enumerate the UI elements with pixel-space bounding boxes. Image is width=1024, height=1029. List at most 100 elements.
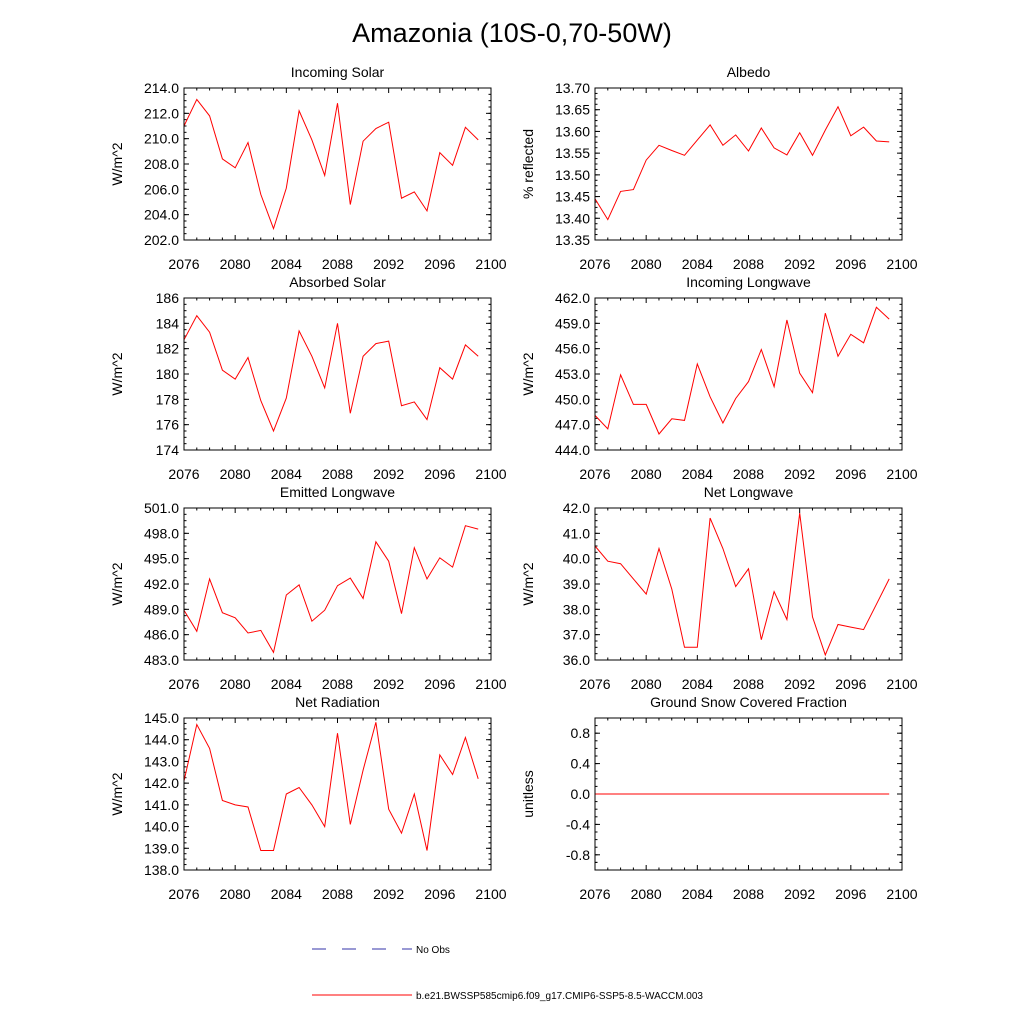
x-tick-label: 2080 xyxy=(220,466,251,482)
y-tick-label: 13.70 xyxy=(555,80,590,96)
panel-title: Incoming Longwave xyxy=(686,274,811,290)
y-tick-label: 13.55 xyxy=(555,145,590,161)
legend-model-label: b.e21.BWSSP585cmip6.f09_g17.CMIP6-SSP5-8… xyxy=(416,991,703,1002)
y-tick-label: 184 xyxy=(156,315,180,331)
y-axis-label: W/m^2 xyxy=(520,352,536,395)
x-tick-label: 2088 xyxy=(322,256,353,272)
y-tick-label: 453.0 xyxy=(555,366,590,382)
x-tick-label: 2096 xyxy=(835,466,866,482)
x-tick-label: 2096 xyxy=(424,466,455,482)
y-tick-label: 483.0 xyxy=(144,652,179,668)
y-tick-label: 38.0 xyxy=(563,601,590,617)
x-tick-label: 2084 xyxy=(271,466,302,482)
y-tick-label: 140.0 xyxy=(144,819,179,835)
y-tick-label: 208.0 xyxy=(144,156,179,172)
y-tick-label: 492.0 xyxy=(144,576,179,592)
x-tick-label: 2092 xyxy=(784,886,815,902)
x-tick-label: 2100 xyxy=(886,676,917,692)
plot-frame xyxy=(183,87,492,241)
x-tick-label: 2080 xyxy=(631,466,662,482)
x-tick-label: 2080 xyxy=(631,256,662,272)
y-tick-label: 143.0 xyxy=(144,753,179,769)
y-tick-label: 13.65 xyxy=(555,102,590,118)
x-tick-label: 2092 xyxy=(373,886,404,902)
y-tick-label: 142.0 xyxy=(144,775,179,791)
x-tick-label: 2080 xyxy=(631,676,662,692)
x-tick-label: 2096 xyxy=(835,886,866,902)
x-tick-label: 2096 xyxy=(424,676,455,692)
x-tick-label: 2088 xyxy=(322,886,353,902)
y-tick-label: 13.40 xyxy=(555,210,590,226)
panel-title: Albedo xyxy=(727,64,771,80)
series-line xyxy=(183,314,479,433)
series-line xyxy=(594,513,890,657)
chart-panel: Net Longwave W/m^2 2076 2080 2084 2088 2092 209… xyxy=(520,484,918,692)
x-tick-label: 2100 xyxy=(886,256,917,272)
x-tick-label: 2096 xyxy=(835,676,866,692)
x-tick-label: 2096 xyxy=(424,256,455,272)
x-tick-label: 2092 xyxy=(373,676,404,692)
x-tick-label: 2084 xyxy=(271,676,302,692)
x-tick-label: 2092 xyxy=(784,466,815,482)
y-tick-label: 13.50 xyxy=(555,167,590,183)
x-tick-label: 2088 xyxy=(733,256,764,272)
chart-panel: Albedo % reflected 2076 2080 2084 2088 2092 209… xyxy=(520,64,918,272)
panel-title: Absorbed Solar xyxy=(289,274,386,290)
y-tick-label: 40.0 xyxy=(563,551,590,567)
x-tick-label: 2088 xyxy=(733,466,764,482)
x-tick-label: 2076 xyxy=(579,256,610,272)
x-tick-label: 2092 xyxy=(784,256,815,272)
x-tick-label: 2076 xyxy=(168,886,199,902)
x-tick-label: 2080 xyxy=(220,676,251,692)
y-axis-label: % reflected xyxy=(520,129,536,199)
chart-panel: Emitted Longwave W/m^2 2076 2080 2084 2088 209… xyxy=(109,484,507,692)
series-line xyxy=(183,98,479,231)
y-tick-label: 138.0 xyxy=(144,862,179,878)
y-tick-label: 498.0 xyxy=(144,525,179,541)
y-tick-label: 176 xyxy=(156,417,180,433)
plot-frame xyxy=(594,87,903,241)
panel-title: Emitted Longwave xyxy=(280,484,395,500)
x-tick-label: 2088 xyxy=(733,886,764,902)
y-tick-label: 36.0 xyxy=(563,652,590,668)
x-tick-label: 2076 xyxy=(579,886,610,902)
x-tick-label: 2088 xyxy=(322,466,353,482)
x-tick-label: 2100 xyxy=(475,676,506,692)
y-tick-label: -0.4 xyxy=(566,816,590,832)
x-tick-label: 2080 xyxy=(220,256,251,272)
x-tick-label: 2100 xyxy=(886,886,917,902)
y-tick-label: 212.0 xyxy=(144,105,179,121)
x-tick-label: 2100 xyxy=(475,256,506,272)
x-tick-label: 2084 xyxy=(682,676,713,692)
x-tick-label: 2100 xyxy=(475,466,506,482)
panel-title: Ground Snow Covered Fraction xyxy=(650,694,847,710)
y-tick-label: 182 xyxy=(156,341,180,357)
y-tick-label: 139.0 xyxy=(144,840,179,856)
y-tick-label: 489.0 xyxy=(144,601,179,617)
chart-panel: Absorbed Solar W/m^2 2076 2080 2084 2088 2092 2… xyxy=(109,274,507,482)
x-tick-label: 2076 xyxy=(579,466,610,482)
chart-panel: Ground Snow Covered Fraction unitless 2076… xyxy=(520,694,918,902)
y-axis-label: unitless xyxy=(520,770,536,817)
x-tick-label: 2084 xyxy=(271,886,302,902)
y-tick-label: 202.0 xyxy=(144,232,179,248)
y-tick-label: 42.0 xyxy=(563,500,590,516)
y-axis-label: W/m^2 xyxy=(109,772,125,815)
y-tick-label: 462.0 xyxy=(555,290,590,306)
x-tick-label: 2076 xyxy=(579,676,610,692)
chart-panel: Incoming Solar W/m^2 2076 2080 2084 2088 2092 2… xyxy=(109,64,507,272)
x-tick-label: 2084 xyxy=(682,466,713,482)
x-tick-label: 2088 xyxy=(322,676,353,692)
x-tick-label: 2100 xyxy=(886,466,917,482)
legend: No Obs b.e21.BWSSP585cmip6.f09_g17.CMIP6… xyxy=(312,945,703,1002)
y-tick-label: 206.0 xyxy=(144,181,179,197)
plot-frame xyxy=(594,297,903,451)
x-tick-label: 2096 xyxy=(424,886,455,902)
y-tick-label: 144.0 xyxy=(144,732,179,748)
y-tick-label: 501.0 xyxy=(144,500,179,516)
y-tick-label: 13.45 xyxy=(555,189,590,205)
y-tick-label: 459.0 xyxy=(555,315,590,331)
y-tick-label: 41.0 xyxy=(563,525,590,541)
